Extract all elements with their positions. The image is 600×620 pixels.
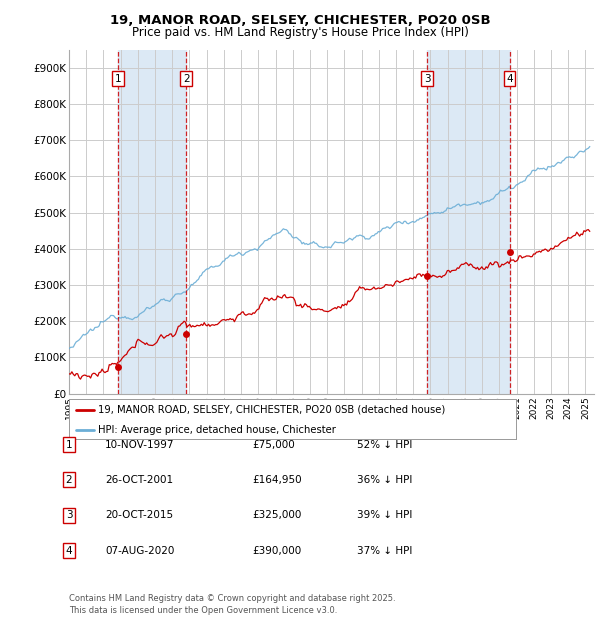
Text: 20-OCT-2015: 20-OCT-2015: [105, 510, 173, 520]
Text: 52% ↓ HPI: 52% ↓ HPI: [357, 440, 412, 450]
Text: 07-AUG-2020: 07-AUG-2020: [105, 546, 175, 556]
Bar: [118, 50, 187, 394]
Text: £75,000: £75,000: [252, 440, 295, 450]
Text: £390,000: £390,000: [252, 546, 301, 556]
Text: 36% ↓ HPI: 36% ↓ HPI: [357, 475, 412, 485]
Text: Contains HM Land Registry data © Crown copyright and database right 2025.
This d: Contains HM Land Registry data © Crown c…: [69, 594, 395, 615]
Text: 39% ↓ HPI: 39% ↓ HPI: [357, 510, 412, 520]
Text: 19, MANOR ROAD, SELSEY, CHICHESTER, PO20 0SB (detached house): 19, MANOR ROAD, SELSEY, CHICHESTER, PO20…: [98, 405, 445, 415]
Text: 2: 2: [183, 74, 190, 84]
Bar: [427, 50, 509, 394]
Text: 26-OCT-2001: 26-OCT-2001: [105, 475, 173, 485]
Text: 1: 1: [65, 440, 73, 450]
Text: £325,000: £325,000: [252, 510, 301, 520]
Text: Price paid vs. HM Land Registry's House Price Index (HPI): Price paid vs. HM Land Registry's House …: [131, 26, 469, 39]
Text: HPI: Average price, detached house, Chichester: HPI: Average price, detached house, Chic…: [98, 425, 336, 435]
Text: 3: 3: [65, 510, 73, 520]
Text: 2: 2: [65, 475, 73, 485]
Text: 4: 4: [65, 546, 73, 556]
Text: 1: 1: [115, 74, 122, 84]
Text: 3: 3: [424, 74, 430, 84]
Text: 10-NOV-1997: 10-NOV-1997: [105, 440, 175, 450]
Text: £164,950: £164,950: [252, 475, 302, 485]
Text: 4: 4: [506, 74, 513, 84]
Text: 37% ↓ HPI: 37% ↓ HPI: [357, 546, 412, 556]
Text: 19, MANOR ROAD, SELSEY, CHICHESTER, PO20 0SB: 19, MANOR ROAD, SELSEY, CHICHESTER, PO20…: [110, 14, 490, 27]
